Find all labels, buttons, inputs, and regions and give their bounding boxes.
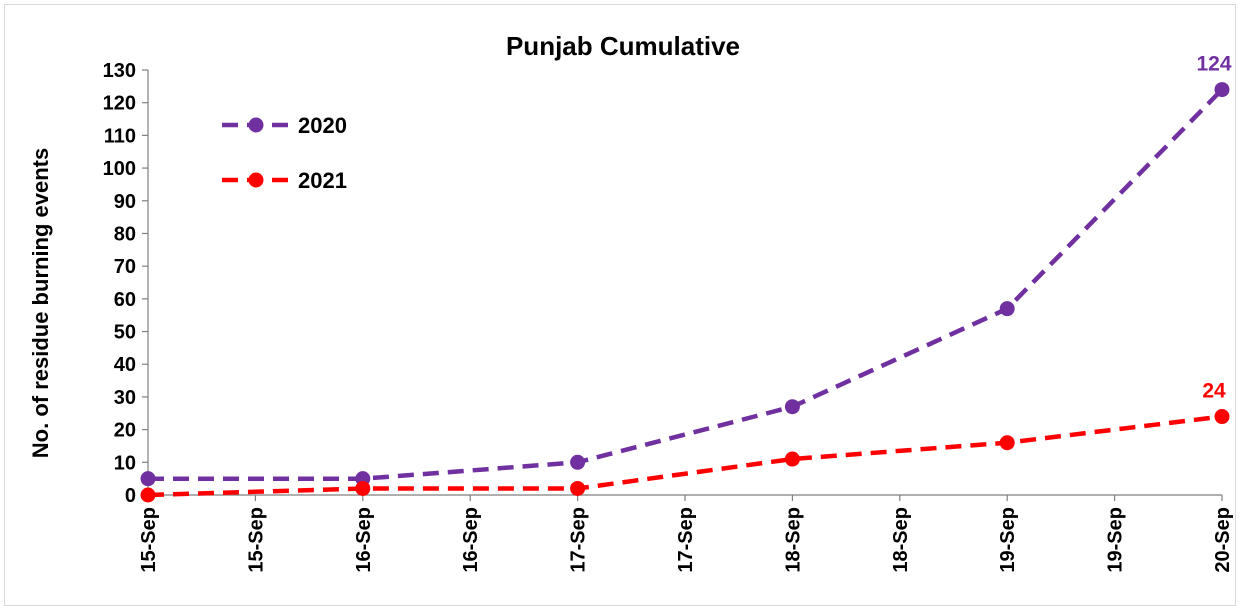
y-axis-label: No. of residue burning events <box>28 148 53 458</box>
x-tick-label: 19-Sep <box>1105 507 1127 573</box>
y-tick-label: 40 <box>114 354 136 376</box>
y-tick-label: 90 <box>114 191 136 213</box>
x-tick-label: 16-Sep <box>460 507 482 573</box>
data-point-2020 <box>999 301 1015 317</box>
x-ticks: 15-Sep 15-Sep 16-Sep 16-Sep 17-Sep 17-Sep 18-S… <box>138 495 1234 573</box>
legend: 2020 2021 <box>222 113 347 193</box>
y-tick-label: 30 <box>114 387 136 409</box>
x-tick-label: 20-Sep <box>1212 507 1234 573</box>
chart-title: Punjab Cumulative <box>506 31 740 61</box>
y-tick-label: 110 <box>104 125 136 147</box>
data-point-2021 <box>355 480 371 496</box>
y-tick-label: 0 <box>125 485 136 507</box>
y-tick-label: 100 <box>103 158 136 180</box>
data-point-2020 <box>784 399 800 415</box>
chart-frame <box>4 4 1236 606</box>
x-tick-label: 17-Sep <box>568 507 590 573</box>
y-tick-label: 70 <box>114 256 136 278</box>
x-tick-label: 18-Sep <box>890 507 912 573</box>
x-tick-label: 17-Sep <box>675 507 697 573</box>
y-tick-label: 50 <box>114 322 136 344</box>
data-point-2021 <box>784 451 800 467</box>
series-line-2021 <box>147 414 1223 498</box>
data-point-2020 <box>140 471 156 487</box>
x-tick-label: 18-Sep <box>782 507 804 573</box>
data-point-2020 <box>570 454 586 470</box>
data-point-2021 <box>1214 409 1230 425</box>
y-tick-label: 20 <box>114 420 136 442</box>
x-tick-label: 15-Sep <box>138 507 160 573</box>
data-point-2021 <box>999 435 1015 451</box>
y-tick-label: 120 <box>103 93 136 115</box>
data-label-2021: 24 <box>1202 380 1226 403</box>
x-tick-label: 16-Sep <box>353 507 375 573</box>
x-tick-label: 15-Sep <box>245 507 267 573</box>
series-layer: 124 24 <box>140 53 1232 503</box>
x-tick-label: 19-Sep <box>997 507 1019 573</box>
y-tick-label: 130 <box>103 60 136 82</box>
y-tick-label: 10 <box>114 452 136 474</box>
y-tick-label: 80 <box>114 223 136 245</box>
y-tick-label: 60 <box>114 289 136 311</box>
legend-label-2021: 2021 <box>298 168 347 193</box>
data-label-2020: 124 <box>1196 53 1231 76</box>
legend-label-2020: 2020 <box>298 113 347 138</box>
legend-marker-2020 <box>248 117 264 133</box>
series-line-2020 <box>148 88 1224 481</box>
data-point-2021 <box>570 480 586 496</box>
data-point-2020 <box>1214 82 1230 98</box>
data-point-2021 <box>140 487 156 503</box>
y-ticks: 0 10 20 30 40 50 60 70 80 90 100 110 120 130 <box>103 60 148 507</box>
legend-marker-2021 <box>248 172 264 188</box>
